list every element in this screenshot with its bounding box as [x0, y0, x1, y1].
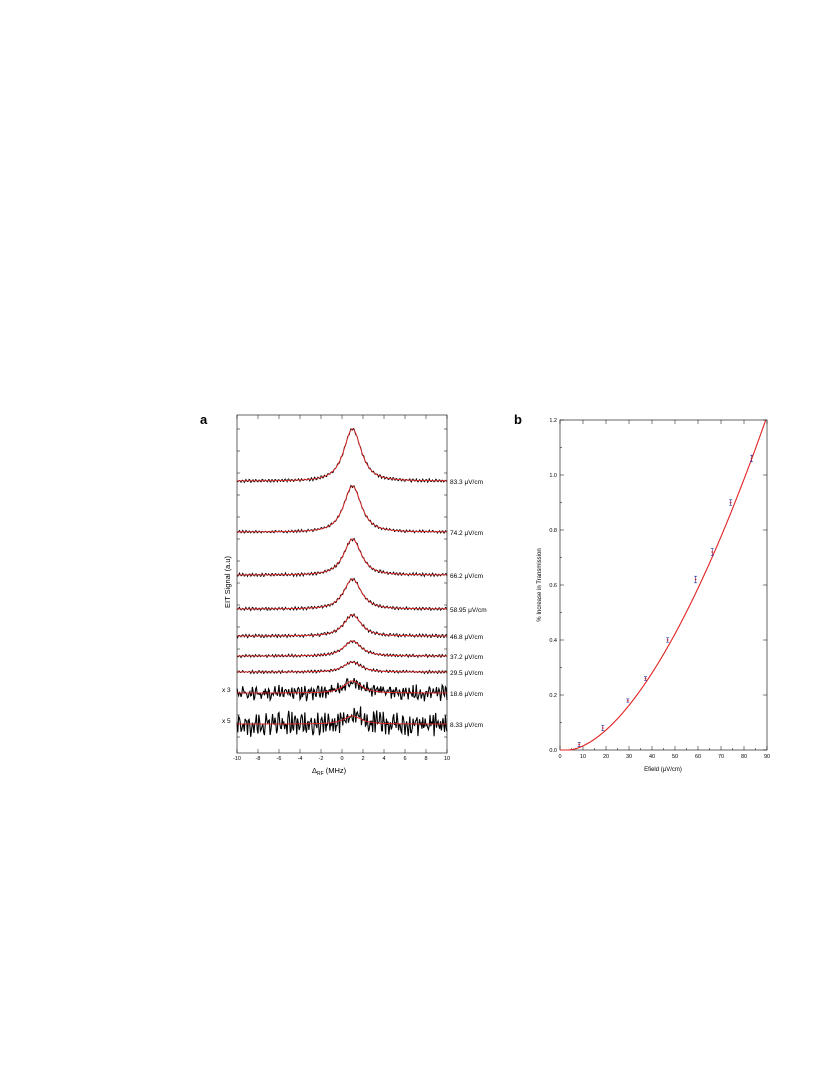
panel-b-point-marker — [694, 578, 697, 581]
panel-a-fit-curve — [237, 428, 448, 482]
panel-b-point-marker — [711, 551, 714, 553]
panel-a-multiplier-label: x 5 — [222, 718, 231, 725]
panel-b-data-point — [644, 676, 648, 681]
panel-b-x-tick-label: 50 — [672, 754, 678, 760]
panel-a-x-tick-label: 8 — [424, 756, 427, 762]
panel-b: b 0 10 20 30 40 50 60 70 80 90 0.0 0.2 0.4 0.6 0.8 1.0 1… — [514, 412, 770, 773]
panel-a-trace-label: 66.2 μV/cm — [450, 573, 483, 580]
panel-a-fit-curve — [236, 485, 448, 533]
panel-a-trace-label: 83.3 μV/cm — [450, 479, 483, 486]
panel-b-fit-curve — [560, 420, 767, 751]
panel-a-fit-curve — [237, 640, 448, 657]
panel-a-data-trace — [236, 706, 448, 737]
panel-b-point-marker — [626, 699, 629, 702]
panel-a-fit-curve — [237, 538, 448, 576]
panel-a-trace-label: 18.6 μV/cm — [450, 691, 483, 698]
panel-a-x-tick-label: 10 — [444, 756, 450, 762]
panel-b-data-point — [666, 637, 670, 643]
panel-a-x-tick-label: -10 — [233, 756, 241, 762]
panel-b-data-point — [694, 575, 698, 584]
panel-a-x-tick-label: -6 — [277, 756, 282, 762]
panel-a-x-tick-label: -4 — [298, 756, 303, 762]
panel-a-x-tick-label: 6 — [403, 756, 406, 762]
panel-b-data-point — [577, 741, 581, 748]
panel-b-x-axis-label: Efield (μV/cm) — [644, 767, 682, 773]
panel-b-data-point — [626, 698, 630, 703]
panel-b-y-axis-label: % Increase in Transmission — [537, 548, 543, 621]
panel-b-x-tick-label: 20 — [603, 754, 609, 760]
panel-a-fit-curve — [237, 614, 447, 637]
panel-a-trace-label: 58.95 μV/cm — [450, 607, 487, 614]
panel-a-x-label-main: Δ — [312, 766, 317, 775]
panel-b-letter: b — [514, 412, 522, 427]
panel-a-trace-label: 29.5 μV/cm — [450, 670, 483, 677]
panel-b-point-marker — [729, 501, 732, 504]
panel-a-x-tick-label: -2 — [319, 756, 324, 762]
panel-b-y-tick-label: 0.6 — [549, 583, 557, 589]
panel-b-x-tick-label: 40 — [649, 754, 655, 760]
panel-a-multiplier-label: x 3 — [222, 687, 231, 694]
panel-b-y-tick-label: 0.0 — [549, 748, 557, 754]
panel-b-x-tick-label: 60 — [695, 754, 701, 760]
panel-a-traces — [236, 428, 448, 737]
panel-b-data-point — [750, 454, 754, 463]
panel-a-x-label-unit: (MHz) — [324, 766, 347, 775]
panel-a-x-label-sub: RF — [317, 771, 324, 777]
panel-a-trace-label: 8.33 μV/cm — [450, 722, 483, 729]
panel-a-frame — [236, 414, 448, 754]
panel-a-fit-curve — [236, 661, 447, 673]
panel-b-x-tick-label: 70 — [718, 754, 724, 760]
panel-b-axes: 0 10 20 30 40 50 60 70 80 90 0.0 0.2 0.4 0.6 0.8 1.0 1.2 — [549, 418, 770, 760]
panel-a-fit-curve — [237, 715, 447, 725]
panel-a-fit-curve — [236, 578, 447, 610]
panel-a-x-tick-label: 0 — [340, 756, 343, 762]
panel-b-data-point — [710, 548, 714, 556]
panel-a: a -10 -8 -6 -4 -2 0 2 4 6 8 10 83.3 μV/cm 74.2 μV/c… — [200, 412, 487, 777]
panel-b-x-tick-label: 0 — [558, 754, 561, 760]
panel-a-trace-label: 46.8 μV/cm — [450, 634, 483, 641]
panel-b-x-tick-label: 90 — [764, 754, 770, 760]
panel-b-y-tick-label: 1.0 — [549, 473, 557, 479]
panel-a-x-tick-label: 2 — [361, 756, 364, 762]
panel-a-y-axis-label: EIT Signal (a.u) — [223, 556, 232, 608]
panel-a-x-tick-label: -8 — [256, 756, 261, 762]
panel-a-x-ticks: -10 -8 -6 -4 -2 0 2 4 6 8 10 — [233, 415, 450, 762]
panel-a-letter: a — [200, 412, 208, 427]
panel-a-fit-curve — [237, 680, 447, 694]
panel-b-points — [577, 454, 754, 748]
panel-b-frame — [559, 419, 768, 751]
panel-b-y-tick-label: 0.2 — [549, 693, 557, 699]
panel-a-x-axis-label: ΔRF (MHz) — [312, 766, 347, 777]
panel-a-trace-label: 37.2 μV/cm — [450, 654, 483, 661]
panel-b-fit — [560, 420, 767, 751]
panel-b-point-marker — [578, 743, 581, 746]
panel-b-y-tick-label: 0.8 — [549, 528, 557, 534]
panel-a-trace-label: 74.2 μV/cm — [450, 530, 483, 537]
panel-a-data-trace — [236, 677, 448, 703]
panel-b-point-marker — [750, 457, 753, 460]
panel-b-x-tick-label: 80 — [741, 754, 747, 760]
panel-b-x-tick-label: 10 — [580, 754, 586, 760]
panel-a-trace-labels: 83.3 μV/cm 74.2 μV/cm 66.2 μV/cm 58.95 μV/c… — [222, 479, 487, 729]
panel-b-data-point — [729, 499, 733, 506]
panel-b-data-point — [601, 724, 605, 732]
panel-b-point-marker — [601, 727, 604, 729]
panel-a-x-tick-label: 4 — [382, 756, 385, 762]
panel-b-point-marker — [644, 677, 647, 680]
panel-b-point-marker — [666, 639, 669, 641]
panel-b-y-tick-label: 0.4 — [549, 638, 557, 644]
panel-b-x-tick-label: 30 — [626, 754, 632, 760]
panel-b-y-tick-label: 1.2 — [549, 418, 557, 424]
